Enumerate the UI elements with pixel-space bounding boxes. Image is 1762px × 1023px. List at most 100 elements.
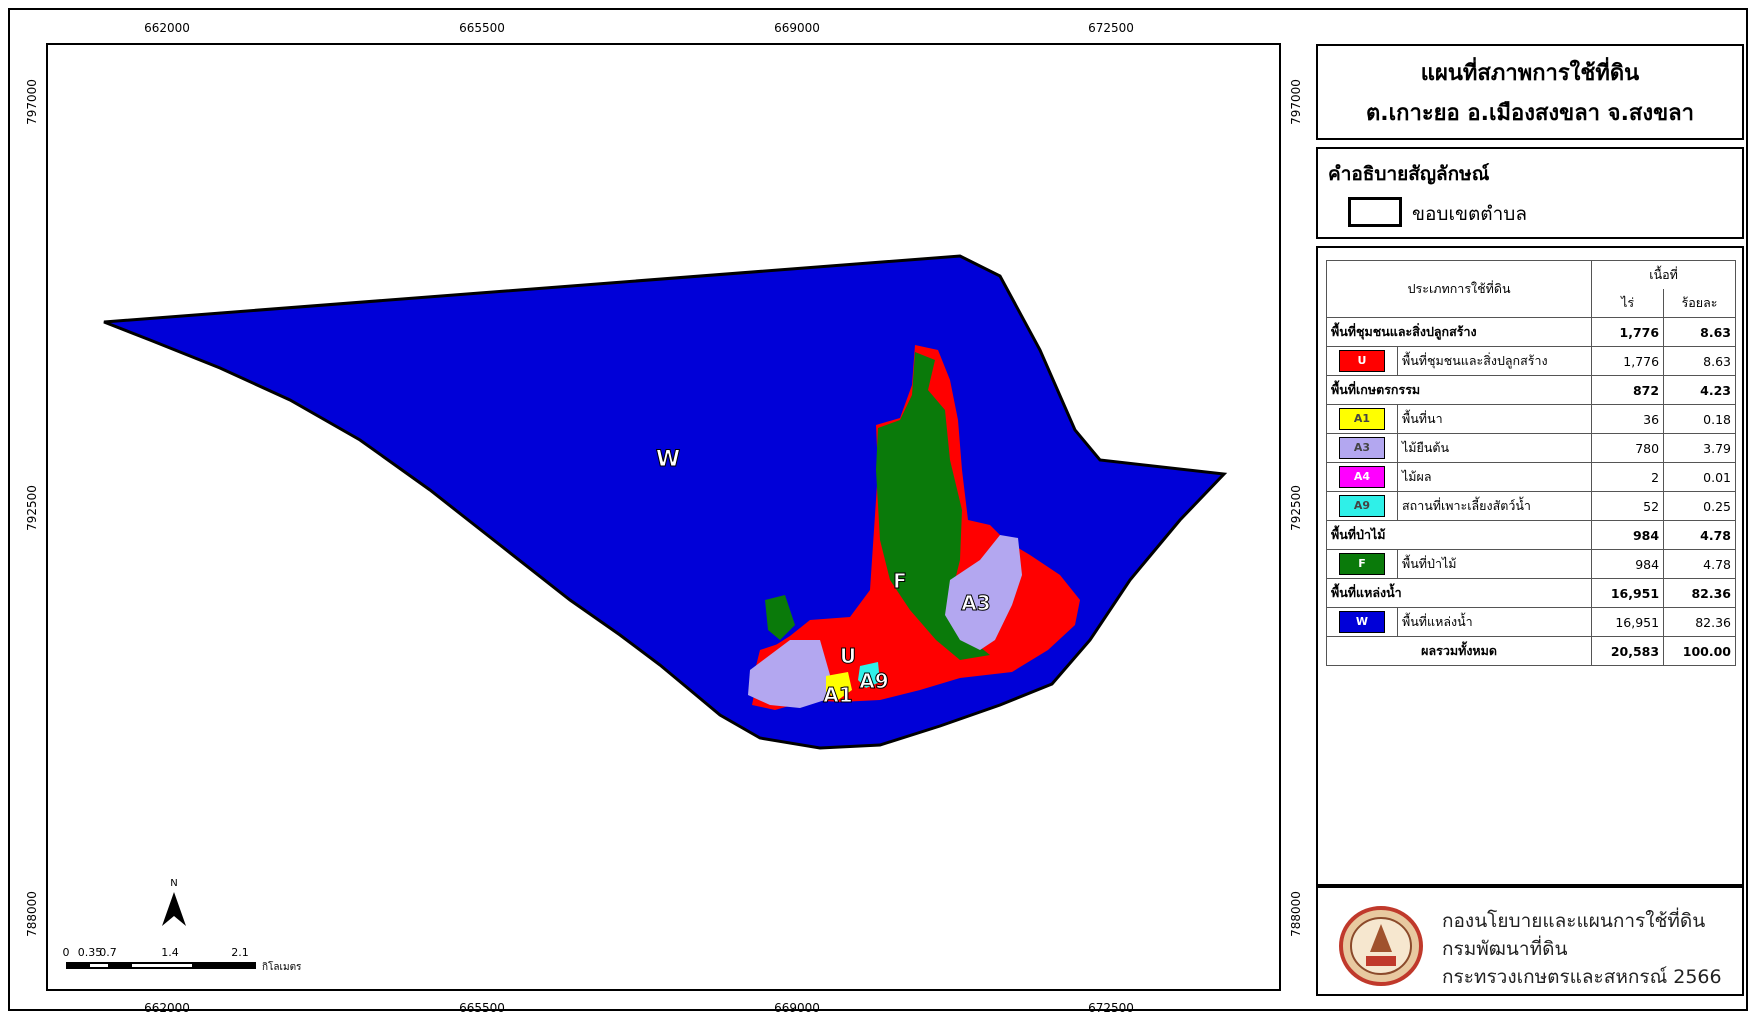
scale-tick-label: 1.4 [161,946,179,959]
header-rai: ไร่ [1591,289,1665,318]
category-label: พื้นที่แหล่งน้ำ [1325,578,1593,608]
credit-line2: กรมพัฒนาที่ดิน [1442,938,1568,960]
y-tick-left-label: 797000 [25,79,39,125]
class-rai: 780 [1591,433,1665,463]
zone-label-aquaculture: A9 [859,669,888,693]
class-label: พื้นที่ชุมชนและสิ่งปลูกสร้าง [1396,346,1593,376]
class-pct: 82.36 [1663,607,1736,637]
zone-label-paddy: A1 [823,683,852,707]
class-swatch: A3 [1326,433,1398,463]
credit-panel: กองนโยบายและแผนการใช้ที่ดิน กรมพัฒนาที่ด… [1316,886,1744,996]
class-rai: 36 [1591,404,1665,434]
class-pct: 0.01 [1663,462,1736,492]
header-percent: ร้อยละ [1663,289,1736,318]
class-swatch: F [1326,549,1398,579]
class-label: พื้นที่ป่าไม้ [1396,549,1593,579]
class-pct: 3.79 [1663,433,1736,463]
scale-tick-label: 0 [63,946,70,959]
category-rai: 1,776 [1591,317,1665,347]
y-tick-right-label: 788000 [1289,891,1303,937]
x-ticks-top: 662000 665500 669000 672500 [144,21,1134,35]
total-row: ผลรวมทั้งหมด 20,583 100.00 [1325,636,1736,666]
y-tick-right-label: 792500 [1289,485,1303,531]
class-label: สถานที่เพาะเลี้ยงสัตว์น้ำ [1396,491,1593,521]
x-tick-bottom-label: 672500 [1088,1001,1134,1015]
category-rai: 984 [1591,520,1665,550]
class-pct: 0.18 [1663,404,1736,434]
category-row: พื้นที่เกษตรกรรม 872 4.23 [1325,375,1736,405]
map-title-line2: ต.เกาะยอ อ.เมืองสงขลา จ.สงขลา [1366,101,1694,126]
class-code-chip: A4 [1339,466,1385,488]
y-tick-left-label: 788000 [25,891,39,937]
class-row: A3 ไม้ยืนต้น 780 3.79 [1326,433,1736,463]
class-rai: 2 [1591,462,1665,492]
scale-tick-label: 0.35 [78,946,103,959]
category-pct: 8.63 [1663,317,1736,347]
class-code-chip: F [1339,553,1385,575]
scale-tick-label: 0.7 [99,946,117,959]
class-code-chip: W [1339,611,1385,633]
category-label: พื้นที่ป่าไม้ [1325,520,1593,550]
class-row: A4 ไม้ผล 2 0.01 [1326,462,1736,492]
x-ticks-bottom: 662000 665500 669000 672500 [144,1001,1134,1015]
category-pct: 82.36 [1663,578,1736,608]
x-tick-top-label: 662000 [144,21,190,35]
field-crop-west [748,640,830,708]
category-label: พื้นที่ชุมชนและสิ่งปลูกสร้าง [1325,317,1593,347]
class-code-chip: A1 [1339,408,1385,430]
zone-labels: W F U A3 A1 A9 [655,447,991,708]
category-rai: 16,951 [1591,578,1665,608]
class-rai: 16,951 [1591,607,1665,637]
class-row: A9 สถานที่เพาะเลี้ยงสัตว์น้ำ 52 0.25 [1326,491,1736,521]
class-swatch: U [1326,346,1398,376]
class-code-chip: A9 [1339,495,1385,517]
y-ticks-right: 797000 792500 788000 [1289,79,1303,937]
north-arrow-icon: N [162,878,186,926]
boundary-label: ขอบเขตตำบล [1412,203,1527,225]
field-crop-east [945,535,1022,650]
aquaculture-area [858,662,880,688]
category-row: พื้นที่ป่าไม้ 984 4.78 [1325,520,1736,550]
category-label: พื้นที่เกษตรกรรม [1325,375,1593,405]
zone-label-field_crop: A3 [961,591,990,615]
category-rai: 872 [1591,375,1665,405]
class-swatch: W [1326,607,1398,637]
header-area: เนื้อที่ [1591,260,1736,289]
x-tick-top-label: 669000 [774,21,820,35]
class-rai: 984 [1591,549,1665,579]
map-title-panel: แผนที่สภาพการใช้ที่ดิน ต.เกาะยอ อ.เมืองส… [1316,44,1744,140]
zone-label-forest: F [893,569,907,593]
y-tick-right-label: 797000 [1289,79,1303,125]
class-label: พื้นที่นา [1396,404,1593,434]
x-tick-bottom-label: 665500 [459,1001,505,1015]
y-tick-left-label: 792500 [25,485,39,531]
paddy-area [826,672,852,700]
class-swatch: A1 [1326,404,1398,434]
x-tick-top-label: 665500 [459,21,505,35]
category-row: พื้นที่แหล่งน้ำ 16,951 82.36 [1325,578,1736,608]
total-label: ผลรวมทั้งหมด [1325,636,1593,666]
zone-label-urban: U [840,644,856,668]
scale-unit-label: กิโลเมตร [262,960,302,973]
legend-title: คำอธิบายสัญลักษณ์ [1328,163,1490,185]
map-title-line1: แผนที่สภาพการใช้ที่ดิน [1420,61,1640,86]
ldd-seal-icon [1339,906,1423,986]
class-row: A1 พื้นที่นา 36 0.18 [1326,404,1736,434]
class-label: ไม้ผล [1396,462,1593,492]
class-row: U พื้นที่ชุมชนและสิ่งปลูกสร้าง 1,776 8.63 [1326,346,1736,376]
class-code-chip: U [1339,350,1385,372]
boundary-swatch-icon [1348,197,1402,227]
y-ticks-left: 797000 792500 788000 [25,79,39,937]
category-pct: 4.78 [1663,520,1736,550]
land-use-table-panel: ประเภทการใช้ที่ดิน เนื้อที่ ไร่ ร้อยละ พ… [1316,246,1744,886]
scale-bar: 0 0.350.7 1.4 2.1 กิโลเมตร [63,946,303,973]
class-rai: 1,776 [1591,346,1665,376]
x-tick-bottom-label: 669000 [774,1001,820,1015]
class-pct: 8.63 [1663,346,1736,376]
total-pct: 100.00 [1663,636,1736,666]
category-row: พื้นที่ชุมชนและสิ่งปลูกสร้าง 1,776 8.63 [1325,317,1736,347]
north-label: N [170,878,177,889]
class-rai: 52 [1591,491,1665,521]
class-swatch: A4 [1326,462,1398,492]
